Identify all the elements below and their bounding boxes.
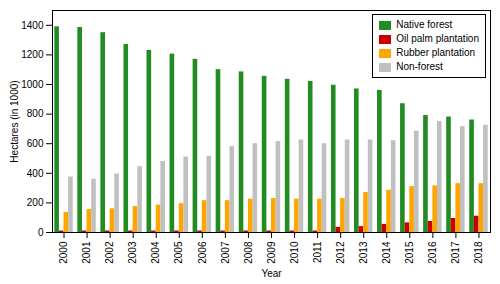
svg-text:2012: 2012 xyxy=(335,241,346,264)
svg-text:800: 800 xyxy=(27,108,44,119)
svg-text:400: 400 xyxy=(27,168,44,179)
svg-text:2017: 2017 xyxy=(450,241,461,264)
html-text:Oil palm plantation: Oil palm plantation xyxy=(396,33,479,44)
svg-text:2016: 2016 xyxy=(427,241,438,264)
svg-text:200: 200 xyxy=(27,197,44,208)
svg-text:2008: 2008 xyxy=(243,241,254,264)
svg-text:2002: 2002 xyxy=(104,241,115,264)
svg-text:2003: 2003 xyxy=(127,241,138,264)
svg-text:2004: 2004 xyxy=(150,241,161,264)
svg-text:Hectares (in 1000): Hectares (in 1000) xyxy=(9,80,20,162)
svg-text:2013: 2013 xyxy=(358,241,369,264)
svg-text:2006: 2006 xyxy=(197,241,208,264)
svg-text:1000: 1000 xyxy=(21,79,44,90)
svg-text:1400: 1400 xyxy=(21,20,44,31)
svg-text:600: 600 xyxy=(27,138,44,149)
svg-text:2007: 2007 xyxy=(220,241,231,264)
svg-text:1200: 1200 xyxy=(21,49,44,60)
svg-text:2011: 2011 xyxy=(312,241,323,263)
svg-text:2014: 2014 xyxy=(381,241,392,264)
svg-text:Year: Year xyxy=(261,268,282,279)
svg-text:2000: 2000 xyxy=(58,241,69,264)
html-text:Non-forest: Non-forest xyxy=(396,61,443,72)
svg-text:2015: 2015 xyxy=(404,241,415,264)
svg-text:0: 0 xyxy=(38,227,44,238)
svg-text:2009: 2009 xyxy=(266,241,277,264)
svg-text:2005: 2005 xyxy=(173,241,184,264)
svg-text:2001: 2001 xyxy=(81,241,92,264)
html-text:Native forest: Native forest xyxy=(396,19,453,30)
html-text:Rubber plantation: Rubber plantation xyxy=(396,47,476,58)
svg-text:2010: 2010 xyxy=(289,241,300,264)
svg-text:2018: 2018 xyxy=(473,241,484,264)
